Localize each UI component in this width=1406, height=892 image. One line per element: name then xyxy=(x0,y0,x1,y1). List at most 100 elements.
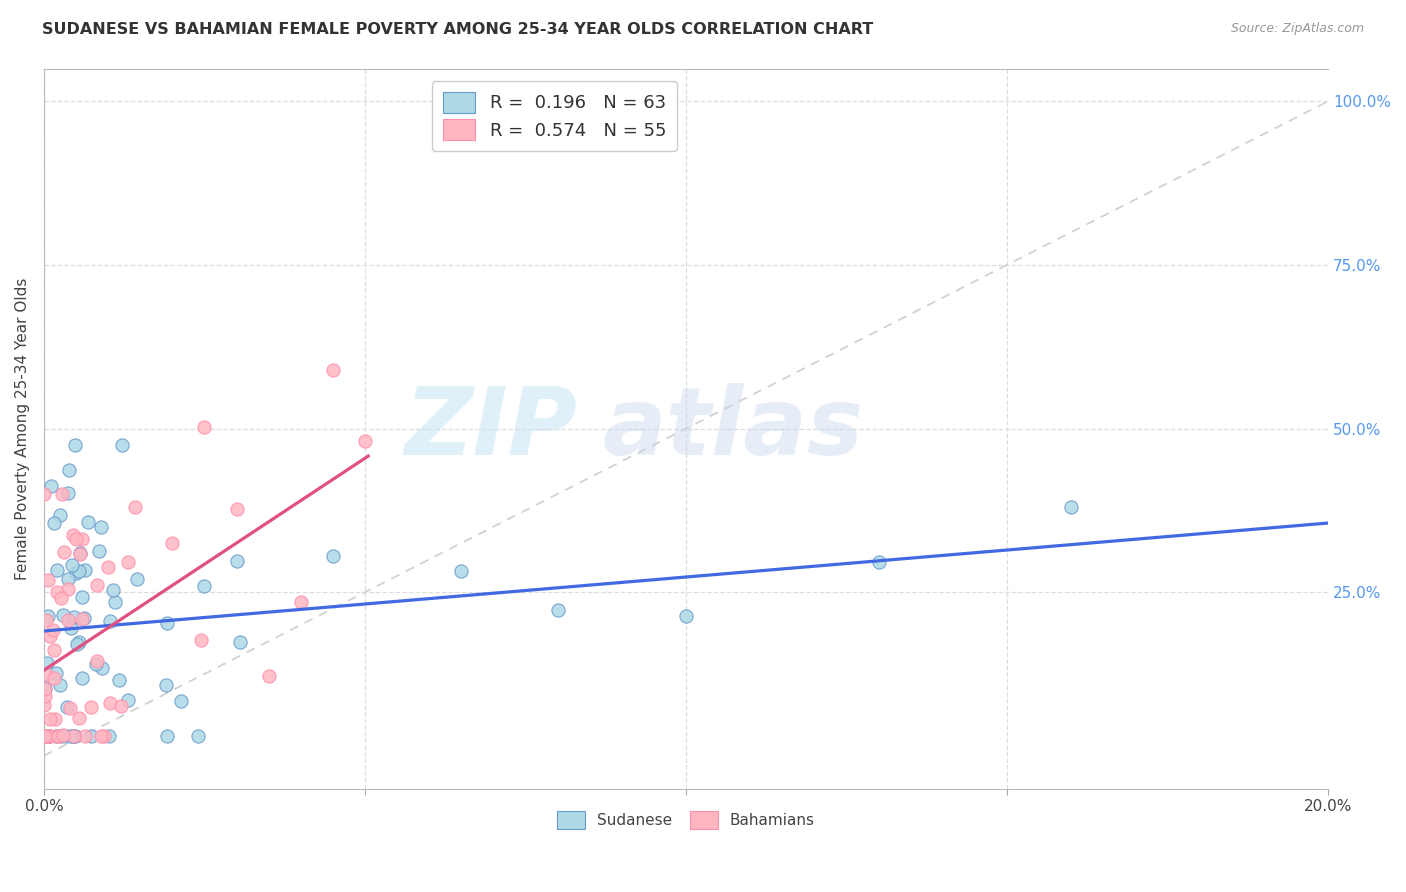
Point xyxy=(450,564,472,578)
Point xyxy=(90,729,112,743)
Point xyxy=(70,591,93,605)
Point xyxy=(72,611,94,625)
Point xyxy=(80,700,103,714)
Point xyxy=(69,635,91,649)
Point xyxy=(58,701,80,715)
Point xyxy=(322,363,344,377)
Point xyxy=(51,591,73,605)
Text: ZIP: ZIP xyxy=(404,383,576,475)
Point xyxy=(675,609,697,624)
Point xyxy=(868,556,890,570)
Point xyxy=(52,728,75,742)
Point xyxy=(67,564,90,578)
Point xyxy=(34,689,56,703)
Point xyxy=(76,515,98,529)
Point xyxy=(38,729,60,743)
Point xyxy=(56,613,79,627)
Point xyxy=(117,555,139,569)
Point xyxy=(170,694,193,708)
Point xyxy=(51,487,73,501)
Point xyxy=(73,729,96,743)
Point xyxy=(35,667,58,681)
Point xyxy=(547,603,569,617)
Point xyxy=(42,623,65,637)
Point xyxy=(98,614,121,628)
Point xyxy=(44,671,66,685)
Point xyxy=(42,643,65,657)
Point xyxy=(1060,500,1083,514)
Point xyxy=(90,520,112,534)
Point xyxy=(67,711,90,725)
Point xyxy=(34,681,56,695)
Point xyxy=(98,729,121,743)
Point xyxy=(46,729,69,743)
Point xyxy=(38,629,60,643)
Point xyxy=(62,610,84,624)
Legend: Sudanese, Bahamians: Sudanese, Bahamians xyxy=(551,805,821,835)
Text: Source: ZipAtlas.com: Source: ZipAtlas.com xyxy=(1230,22,1364,36)
Point xyxy=(34,729,56,743)
Point xyxy=(193,579,215,593)
Point xyxy=(46,729,69,743)
Point xyxy=(97,560,120,574)
Point xyxy=(322,549,344,564)
Point xyxy=(93,729,115,743)
Point xyxy=(69,547,91,561)
Point xyxy=(187,729,209,743)
Point xyxy=(39,712,62,726)
Point xyxy=(32,698,55,712)
Point xyxy=(44,712,66,726)
Point xyxy=(49,508,72,523)
Point xyxy=(46,563,69,577)
Point xyxy=(66,637,89,651)
Point xyxy=(62,528,84,542)
Point xyxy=(51,729,73,743)
Point xyxy=(86,654,108,668)
Point xyxy=(156,616,179,631)
Point xyxy=(84,657,107,672)
Point xyxy=(62,729,84,743)
Point xyxy=(38,729,60,743)
Point xyxy=(52,608,75,623)
Point xyxy=(34,729,56,743)
Y-axis label: Female Poverty Among 25-34 Year Olds: Female Poverty Among 25-34 Year Olds xyxy=(15,277,30,580)
Point xyxy=(55,729,77,743)
Point xyxy=(34,729,56,743)
Point xyxy=(37,573,59,587)
Point xyxy=(103,583,125,598)
Point xyxy=(354,434,377,448)
Point xyxy=(117,693,139,707)
Point xyxy=(73,563,96,577)
Point xyxy=(32,487,55,501)
Point xyxy=(155,678,177,692)
Point xyxy=(108,673,131,688)
Point xyxy=(111,438,134,452)
Point xyxy=(229,635,252,649)
Point xyxy=(257,669,280,683)
Point xyxy=(127,572,149,586)
Point xyxy=(35,613,58,627)
Point xyxy=(65,729,87,743)
Point xyxy=(37,656,59,670)
Point xyxy=(91,661,114,675)
Point xyxy=(63,438,86,452)
Point xyxy=(156,729,179,743)
Point xyxy=(56,582,79,597)
Point xyxy=(60,729,83,743)
Point xyxy=(69,546,91,560)
Text: SUDANESE VS BAHAMIAN FEMALE POVERTY AMONG 25-34 YEAR OLDS CORRELATION CHART: SUDANESE VS BAHAMIAN FEMALE POVERTY AMON… xyxy=(42,22,873,37)
Point xyxy=(60,558,83,573)
Text: atlas: atlas xyxy=(603,383,863,475)
Point xyxy=(45,665,67,680)
Point xyxy=(70,532,93,546)
Point xyxy=(65,533,87,547)
Point xyxy=(162,536,184,550)
Point xyxy=(80,729,103,743)
Point xyxy=(225,554,247,568)
Point xyxy=(65,566,87,581)
Point xyxy=(58,463,80,477)
Point xyxy=(86,578,108,592)
Point xyxy=(63,729,86,743)
Point xyxy=(49,678,72,692)
Point xyxy=(37,729,59,743)
